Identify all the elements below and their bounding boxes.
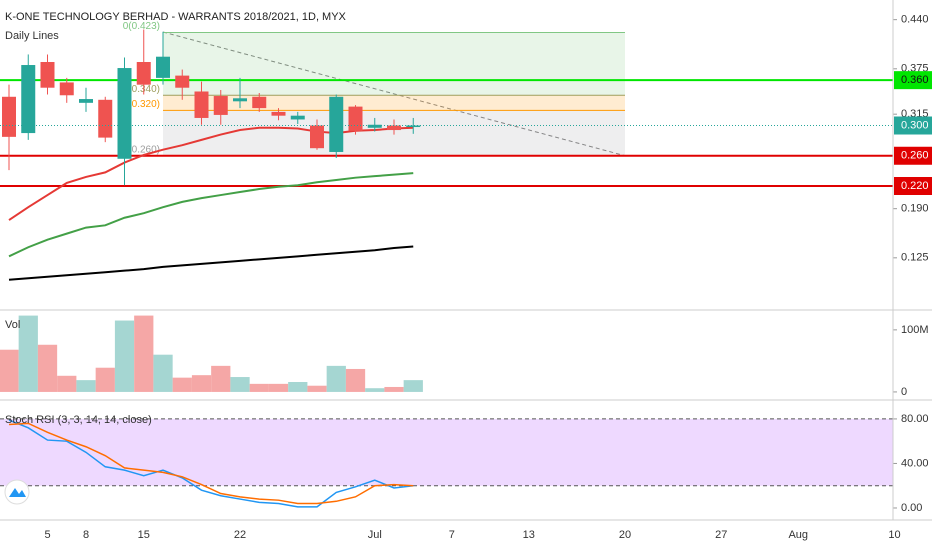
pane-title: Stoch RSI (3, 3, 14, 14, close)	[5, 414, 152, 426]
volume-bar	[288, 382, 308, 392]
trend-line	[162, 31, 627, 157]
price-tag-label: 0.300	[901, 119, 929, 131]
candle-body	[156, 56, 170, 78]
volume-bar	[57, 375, 77, 392]
volume-bar	[268, 383, 289, 392]
x-tick-label: 8	[83, 529, 89, 541]
candle-body	[233, 98, 247, 102]
x-tick-label: 7	[449, 529, 455, 541]
y-tick-label: 0	[901, 386, 907, 398]
volume-bar	[95, 367, 115, 392]
y-tick-label: 0.00	[901, 502, 922, 514]
series-line	[8, 245, 414, 281]
indicator-title: Daily Lines	[5, 30, 59, 42]
x-tick-label: 13	[523, 529, 535, 541]
candle-body	[175, 75, 190, 88]
candle-body	[271, 111, 286, 116]
x-tick-label: Aug	[788, 529, 808, 541]
x-tick-label: Jul	[368, 529, 382, 541]
logo-mark	[9, 488, 26, 497]
x-tick-label: 10	[888, 529, 900, 541]
volume-bar	[153, 354, 173, 392]
series-line	[8, 126, 414, 221]
y-tick-label: 100M	[901, 324, 929, 336]
candle-body	[59, 82, 74, 96]
volume-bar	[76, 380, 96, 392]
volume-bar	[211, 365, 231, 392]
y-tick-label: 0.125	[901, 252, 929, 264]
candle-body	[406, 125, 421, 128]
volume-bar	[172, 377, 192, 392]
candle-body	[310, 125, 324, 149]
chart-title: K-ONE TECHNOLOGY BERHAD - WARRANTS 2018/…	[5, 11, 347, 23]
fib-zone	[163, 32, 625, 96]
volume-bar	[134, 315, 154, 392]
candle-body	[329, 96, 344, 152]
candle-body	[367, 124, 382, 128]
series-line	[8, 422, 414, 505]
volume-bar	[230, 377, 250, 392]
volume-bar	[365, 388, 385, 392]
candle-body	[98, 99, 113, 138]
candle-body	[79, 99, 93, 103]
series-line	[8, 419, 414, 508]
price-tag-label: 0.220	[901, 180, 929, 192]
x-tick-label: 15	[138, 529, 150, 541]
series-line	[8, 172, 414, 258]
fib-label: (0.260)	[128, 144, 160, 155]
candle-body	[40, 62, 55, 88]
volume-bar	[326, 365, 346, 392]
volume-bar	[249, 383, 269, 392]
candle-body	[213, 96, 228, 115]
volume-bar	[307, 385, 327, 392]
volume-bar	[37, 344, 58, 392]
price-tag	[894, 71, 932, 90]
price-tag	[894, 146, 932, 165]
volume-bar	[345, 368, 366, 392]
y-tick-label: 40.00	[901, 457, 929, 469]
volume-bar	[114, 320, 135, 392]
volume-bar	[0, 349, 19, 392]
candle-body	[252, 96, 267, 109]
candle-body	[387, 125, 401, 131]
volume-bar	[18, 315, 38, 392]
volume-bar	[384, 386, 404, 392]
x-tick-label: 5	[44, 529, 50, 541]
x-tick-label: 22	[234, 529, 246, 541]
y-tick-label: 0.190	[901, 203, 929, 215]
candle-body	[136, 62, 151, 85]
fib-label: 0(0.423)	[123, 21, 160, 32]
price-tag	[894, 116, 932, 135]
candle-body	[2, 96, 16, 137]
volume-bar	[191, 375, 212, 392]
volume-bar	[403, 380, 423, 392]
price-tag-label: 0.260	[901, 150, 929, 162]
candle-body	[21, 65, 36, 134]
candle-body	[117, 68, 132, 159]
candle-body	[290, 115, 305, 120]
band-fill	[0, 418, 893, 486]
candle-body	[348, 106, 363, 131]
candle-body	[194, 91, 209, 118]
y-tick-label: 80.00	[901, 413, 929, 425]
fib-label: (0.320)	[128, 99, 160, 110]
pane-title: Vol	[5, 319, 20, 331]
price-tag-label: 0.360	[901, 74, 929, 86]
x-tick-label: 20	[619, 529, 631, 541]
x-tick-label: 27	[715, 529, 727, 541]
fib-zone	[163, 95, 625, 111]
price-tag	[894, 177, 932, 195]
y-tick-label: 0.440	[901, 14, 929, 26]
